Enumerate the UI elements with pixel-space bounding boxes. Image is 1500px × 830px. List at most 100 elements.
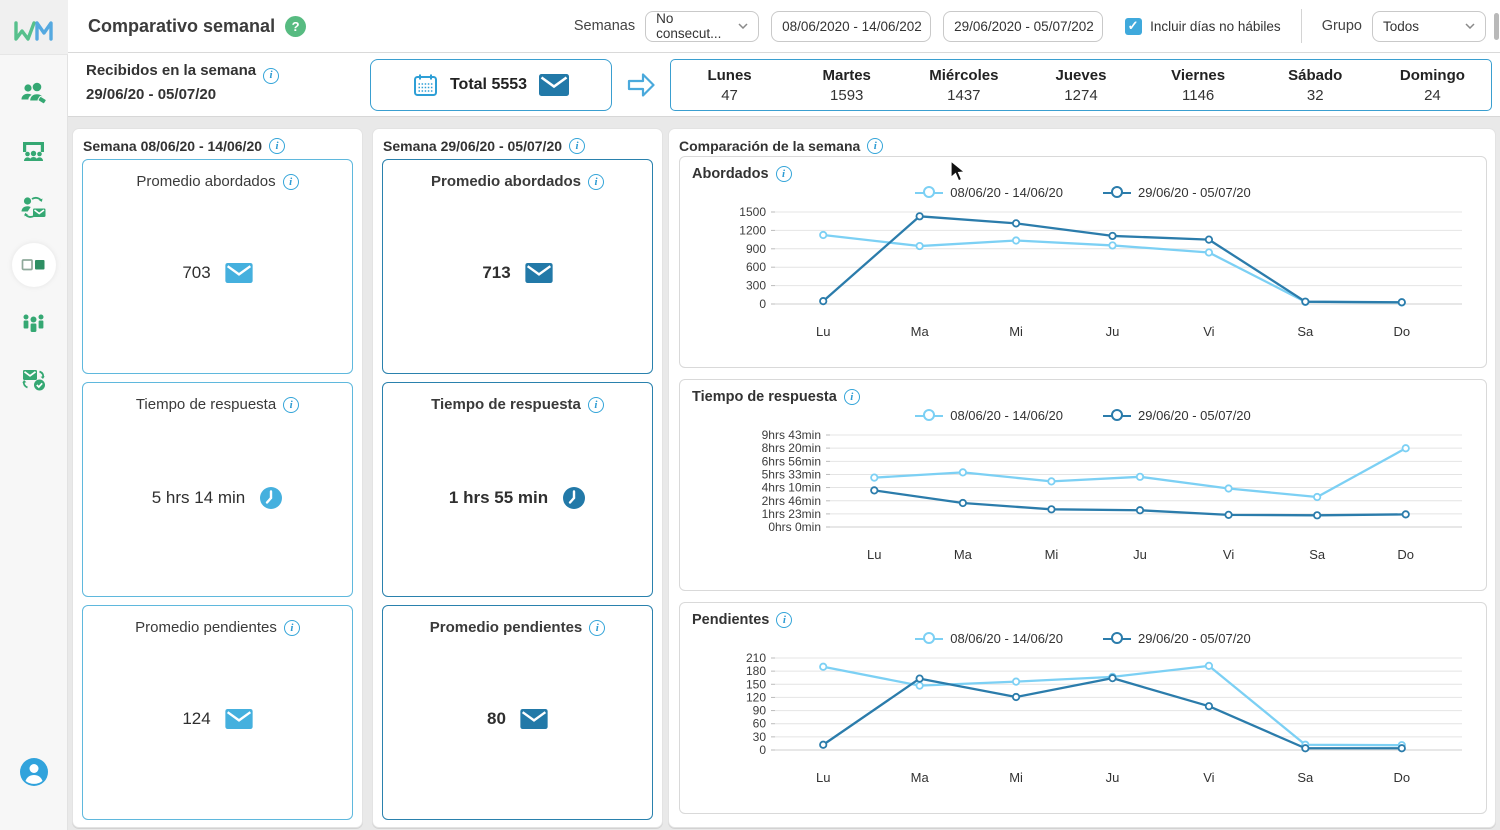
- stat-card-tiempo-week1: Tiempo de respuesta i 5 hrs 14 min: [82, 382, 353, 597]
- sidebar-item-groups[interactable]: [12, 300, 56, 344]
- day-cell: Domingo 24: [1374, 60, 1491, 110]
- legend-label: 29/06/20 - 05/07/20: [1138, 185, 1251, 200]
- legend-label: 08/06/20 - 14/06/20: [950, 185, 1063, 200]
- wm-logo-icon: [14, 21, 53, 41]
- day-label: Jueves: [1055, 66, 1107, 84]
- legend-item-week2[interactable]: 29/06/20 - 05/07/20: [1103, 408, 1251, 423]
- stat-card-pendientes-week1: Promedio pendientes i 124: [82, 605, 353, 820]
- svg-text:6hrs 56min: 6hrs 56min: [762, 454, 821, 468]
- day-cell: Martes 1593: [788, 60, 905, 110]
- include-checkbox-label: Incluir días no hábiles: [1150, 18, 1281, 34]
- svg-text:Do: Do: [1393, 770, 1410, 785]
- svg-text:Vi: Vi: [1223, 547, 1234, 562]
- help-icon[interactable]: ?: [285, 15, 307, 37]
- info-icon[interactable]: i: [283, 619, 300, 636]
- divider: [1300, 9, 1302, 43]
- info-icon[interactable]: i: [843, 389, 860, 405]
- legend-item-week1[interactable]: 08/06/20 - 14/06/20: [915, 185, 1063, 200]
- total-box[interactable]: Total 5553: [370, 59, 612, 111]
- sidebar-item-clients[interactable]: [12, 71, 56, 115]
- info-icon[interactable]: i: [569, 138, 586, 154]
- comparison-panel: Comparación de la semana i Abordados i 08/…: [668, 128, 1496, 828]
- svg-text:0: 0: [759, 743, 766, 757]
- stat-title: Tiempo de respuesta: [431, 396, 581, 413]
- svg-text:1500: 1500: [739, 205, 766, 219]
- svg-text:600: 600: [746, 260, 766, 274]
- day-label: Viernes: [1171, 66, 1226, 84]
- chevron-down-icon: [738, 23, 748, 29]
- svg-text:300: 300: [746, 279, 766, 293]
- info-icon[interactable]: i: [263, 67, 280, 84]
- legend-item-week1[interactable]: 08/06/20 - 14/06/20: [915, 631, 1063, 646]
- legend-item-week2[interactable]: 29/06/20 - 05/07/20: [1103, 185, 1251, 200]
- clients-tag-icon: [21, 82, 47, 104]
- comparison-title: Comparación de la semana: [679, 138, 861, 154]
- legend-item-week2[interactable]: 29/06/20 - 05/07/20: [1103, 631, 1251, 646]
- svg-text:Lu: Lu: [867, 547, 881, 562]
- legend-label: 29/06/20 - 05/07/20: [1138, 631, 1251, 646]
- legend-item-week1[interactable]: 08/06/20 - 14/06/20: [915, 408, 1063, 423]
- info-icon[interactable]: i: [867, 138, 884, 154]
- chart-title: Abordados: [692, 166, 769, 182]
- svg-text:Vi: Vi: [1203, 324, 1214, 339]
- svg-text:0: 0: [759, 297, 766, 311]
- svg-text:Vi: Vi: [1203, 770, 1214, 785]
- svg-text:Sa: Sa: [1297, 324, 1314, 339]
- weeks-select-value: No consecut...: [656, 11, 722, 41]
- include-checkbox[interactable]: [1125, 17, 1143, 35]
- info-icon[interactable]: i: [282, 173, 299, 190]
- week1-title: Semana 08/06/20 - 14/06/20: [83, 138, 263, 154]
- sidebar-item-teams[interactable]: [12, 128, 56, 172]
- scrollbar-thumb[interactable]: [1494, 13, 1499, 40]
- sidebar: [0, 0, 68, 830]
- date-range-input-1[interactable]: 08/06/2020 - 14/06/202: [771, 10, 932, 42]
- chart-card-pendientes: Pendientes i 08/06/20 - 14/06/20 29/06/20…: [679, 602, 1487, 814]
- stat-card-pendientes-week2: Promedio pendientes i 80: [382, 605, 653, 820]
- svg-text:90: 90: [753, 704, 767, 718]
- chart-card-abordados: Abordados i 08/06/20 - 14/06/20 29/06/20 …: [679, 156, 1487, 368]
- abordados-line-chart: 1500 1200 900 600 300 0 Lu Ma Mi Ju Vi Sa Do: [739, 205, 1462, 339]
- grupo-label: Grupo: [1321, 18, 1362, 34]
- summary-strip: Recibidos en la semana i 29/06/20 - 05/07…: [68, 53, 1500, 117]
- svg-text:60: 60: [753, 717, 767, 731]
- mail-icon: [225, 263, 253, 283]
- mail-icon: [520, 709, 548, 729]
- svg-text:Mi: Mi: [1009, 324, 1023, 339]
- info-icon[interactable]: i: [269, 138, 286, 154]
- app-logo[interactable]: [0, 0, 68, 55]
- clock-icon: [260, 487, 283, 509]
- svg-text:5hrs 33min: 5hrs 33min: [762, 467, 821, 481]
- week1-panel: Semana 08/06/20 - 14/06/20 i Promedio abo…: [72, 128, 363, 828]
- weeks-select[interactable]: No consecut...: [645, 10, 760, 42]
- day-cell: Viernes 1146: [1140, 60, 1257, 110]
- date-range-input-2[interactable]: 29/06/2020 - 05/07/202: [943, 10, 1104, 42]
- legend-label: 08/06/20 - 14/06/20: [950, 631, 1063, 646]
- info-icon[interactable]: i: [589, 619, 606, 636]
- mail-icon: [525, 263, 553, 283]
- stat-title: Tiempo de respuesta: [135, 396, 277, 413]
- svg-text:120: 120: [746, 690, 766, 704]
- day-value: 32: [1306, 86, 1324, 104]
- svg-text:210: 210: [746, 651, 766, 665]
- stat-value: 124: [182, 709, 211, 728]
- stat-title: Promedio pendientes: [135, 619, 277, 636]
- svg-text:900: 900: [746, 242, 766, 256]
- info-icon[interactable]: i: [283, 396, 300, 413]
- page-title: Comparativo semanal: [88, 15, 276, 36]
- day-value: 47: [721, 86, 738, 104]
- sidebar-item-transfers[interactable]: [12, 185, 56, 229]
- info-icon[interactable]: i: [775, 166, 792, 182]
- sidebar-item-account[interactable]: [12, 750, 56, 794]
- info-icon[interactable]: i: [588, 173, 605, 190]
- info-icon[interactable]: i: [587, 396, 604, 413]
- sidebar-item-mail-status[interactable]: [12, 357, 56, 401]
- mail-icon: [225, 709, 253, 729]
- date-range-2-value: 29/06/2020 - 05/07/202: [954, 18, 1094, 34]
- sidebar-item-comparative[interactable]: [11, 243, 56, 287]
- clock-icon: [563, 487, 586, 509]
- account-icon: [19, 758, 48, 786]
- day-label: Lunes: [707, 66, 752, 84]
- chart-card-tiempo: Tiempo de respuesta i 08/06/20 - 14/06/20…: [679, 379, 1487, 591]
- grupo-select[interactable]: Todos: [1372, 10, 1486, 42]
- info-icon[interactable]: i: [776, 612, 793, 628]
